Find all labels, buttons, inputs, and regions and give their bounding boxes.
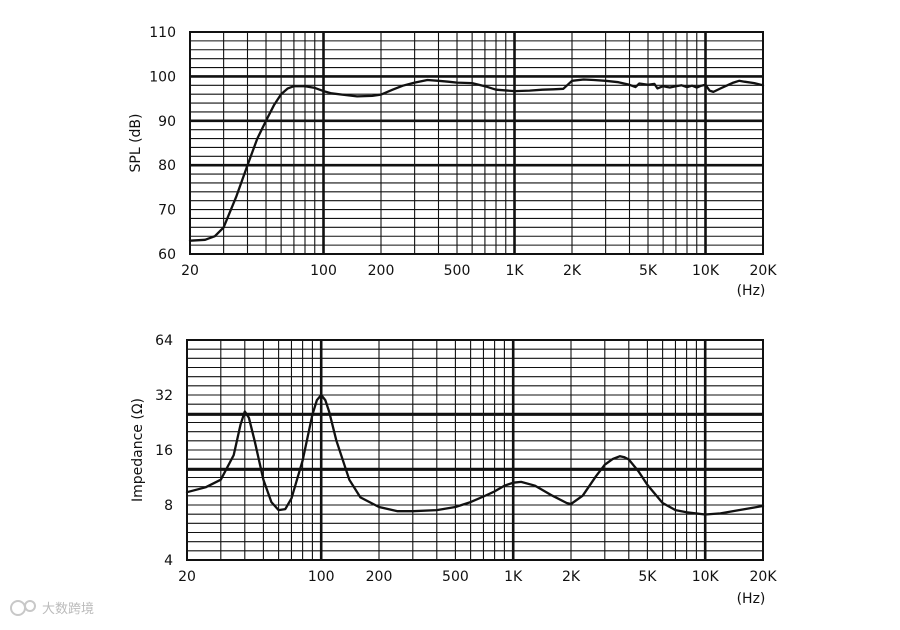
chart-panel-2: 20 100 200 500 1K 2K 5K 10K 20K (Hz) 4 8 16 32 64 Imped… xyxy=(130,333,777,607)
x-tick-label: 10K xyxy=(692,569,720,585)
y-tick-label: 32 xyxy=(155,388,173,404)
plot-frame xyxy=(189,31,764,255)
x-tick-label: 20 xyxy=(178,569,196,585)
x-tick-label: 100 xyxy=(308,569,335,585)
watermark: 大数跨境 xyxy=(10,600,94,617)
x-tick-label: 2K xyxy=(563,263,582,279)
plot-frame xyxy=(186,339,764,561)
y-axis-title: Impedance (Ω) xyxy=(130,398,146,502)
x-tick-label: 1K xyxy=(505,263,524,279)
y-tick-label: 110 xyxy=(149,25,176,41)
y-tick-label: 70 xyxy=(158,203,176,219)
x-tick-label: 20 xyxy=(181,263,199,279)
y-axis-title: SPL (dB) xyxy=(128,114,144,173)
series-line xyxy=(188,78,765,242)
y-tick-label: 60 xyxy=(158,247,176,263)
x-tick-label: 500 xyxy=(444,263,471,279)
x-tick-label: 5K xyxy=(639,263,658,279)
y-tick-label: 80 xyxy=(158,158,176,174)
x-unit-label: (Hz) xyxy=(737,591,766,607)
chart-panel-1: 20 100 200 500 1K 2K 5K 10K 20K (Hz) 60 70 80 90 100 11… xyxy=(128,25,777,299)
x-tick-label: 500 xyxy=(442,569,469,585)
y-tick-label: 100 xyxy=(149,69,176,85)
x-tick-label: 1K xyxy=(504,569,523,585)
x-tick-label: 2K xyxy=(562,569,581,585)
y-tick-label: 8 xyxy=(164,498,173,514)
x-unit-label: (Hz) xyxy=(737,283,766,299)
x-tick-label: 200 xyxy=(368,263,395,279)
watermark-logo-icon xyxy=(24,600,36,612)
x-tick-label: 10K xyxy=(692,263,720,279)
x-tick-label: 5K xyxy=(638,569,657,585)
watermark-text: 大数跨境 xyxy=(42,602,94,617)
x-tick-label: 200 xyxy=(366,569,393,585)
x-tick-label: 100 xyxy=(310,263,337,279)
x-tick-label: 20K xyxy=(750,569,778,585)
y-tick-label: 64 xyxy=(155,333,173,349)
y-tick-label: 16 xyxy=(155,443,173,459)
y-tick-label: 90 xyxy=(158,114,176,130)
series-line xyxy=(185,393,765,516)
y-tick-label: 4 xyxy=(164,553,173,569)
x-tick-label: 20K xyxy=(750,263,778,279)
watermark-logo-icon xyxy=(10,600,26,616)
